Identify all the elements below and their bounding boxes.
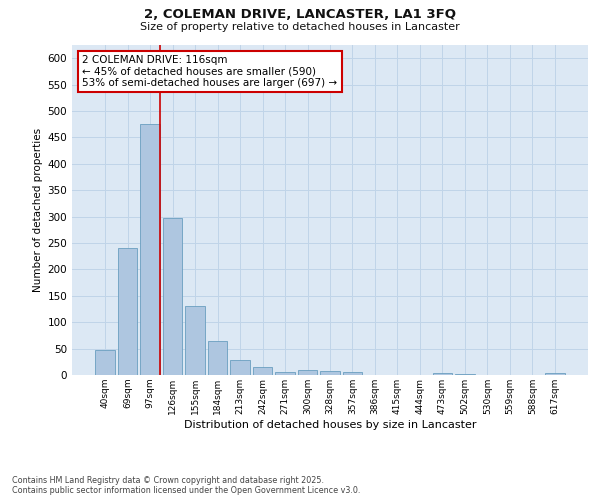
Bar xyxy=(298,370,317,375)
Bar xyxy=(95,350,115,375)
Bar xyxy=(320,371,340,375)
Bar xyxy=(118,248,137,375)
Bar xyxy=(230,360,250,375)
Text: 2 COLEMAN DRIVE: 116sqm
← 45% of detached houses are smaller (590)
53% of semi-d: 2 COLEMAN DRIVE: 116sqm ← 45% of detache… xyxy=(82,55,337,88)
Bar xyxy=(433,373,452,375)
Text: Contains HM Land Registry data © Crown copyright and database right 2025.
Contai: Contains HM Land Registry data © Crown c… xyxy=(12,476,361,495)
Y-axis label: Number of detached properties: Number of detached properties xyxy=(33,128,43,292)
Bar xyxy=(253,367,272,375)
Bar xyxy=(545,374,565,375)
Bar xyxy=(455,374,475,375)
Bar xyxy=(140,124,160,375)
Text: 2, COLEMAN DRIVE, LANCASTER, LA1 3FQ: 2, COLEMAN DRIVE, LANCASTER, LA1 3FQ xyxy=(144,8,456,20)
Bar xyxy=(343,372,362,375)
Text: Size of property relative to detached houses in Lancaster: Size of property relative to detached ho… xyxy=(140,22,460,32)
Bar xyxy=(208,341,227,375)
Bar xyxy=(163,218,182,375)
Bar xyxy=(185,306,205,375)
X-axis label: Distribution of detached houses by size in Lancaster: Distribution of detached houses by size … xyxy=(184,420,476,430)
Bar xyxy=(275,372,295,375)
